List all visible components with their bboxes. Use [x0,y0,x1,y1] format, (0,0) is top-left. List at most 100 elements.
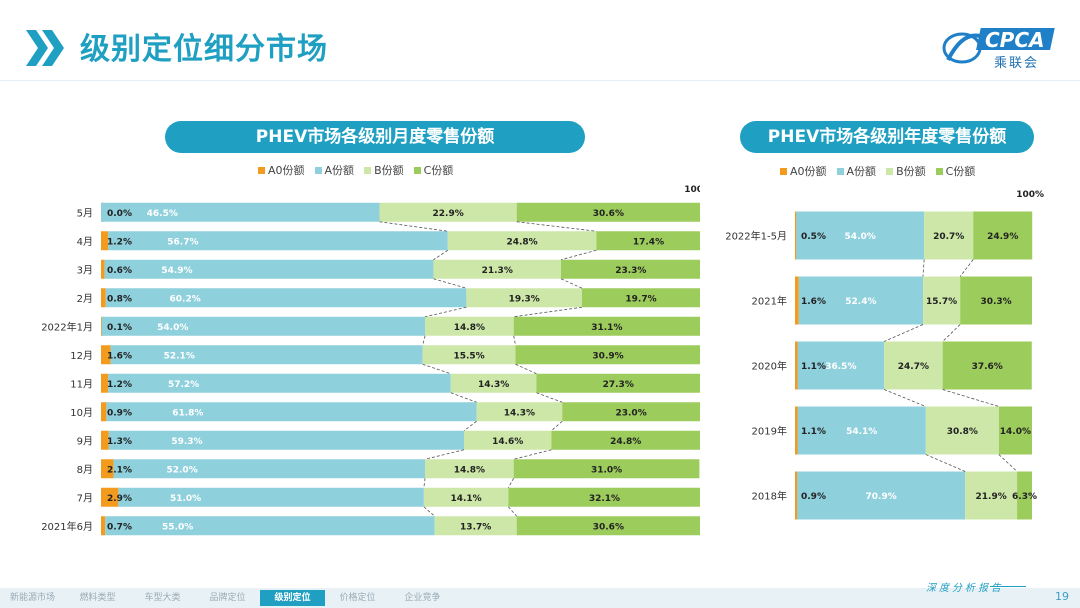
bar-segment-B份额 [476,402,563,422]
connector-line [513,306,583,318]
connector-line [560,249,597,261]
report-line [990,586,1026,587]
category-label: 2月 [77,293,93,305]
legend-swatch-0 [780,167,787,175]
nav-item-6[interactable]: 企业竞争 [404,593,441,603]
bar-segment-B份额 [423,487,509,507]
legend-item-0: A0份额 [258,162,305,178]
data-label: 24.7% [898,362,929,372]
monthly-share-chart: 100% 5月 0.0% 46.5% 22.9% 30.6% 4月 1.2% 56.7% 24.8… [41,185,700,536]
data-label: 14.3% [504,408,535,418]
connector-line [942,324,961,342]
bar-segment-A0份额 [101,231,109,251]
category-label: 2022年1月 [41,320,93,333]
bar-segment-C份额 [513,316,700,336]
data-label: 59.3% [171,437,202,447]
top-100-label: 100% [1016,190,1044,200]
bar-segment-A份额 [105,516,435,536]
bar-segment-A份额 [101,202,380,222]
data-label: 32.1% [589,494,620,504]
bar-segment-C份额 [581,288,700,308]
nav-item-4[interactable]: 级别定位 [260,590,325,606]
category-label: 9月 [77,435,93,447]
connector-line [433,249,449,261]
data-label: 24.8% [506,237,537,247]
data-label: 57.2% [168,380,199,390]
bar-segment-B份额 [433,259,562,279]
bar-segment-A份额 [118,487,424,507]
data-label: 24.8% [610,437,641,447]
monthly-chart-title: PHEV市场各级别月度零售份额 [165,121,585,153]
cpca-logo-icon [942,28,1055,64]
data-label: 51.0% [170,494,201,504]
bar-segment-B份额 [924,211,974,260]
bar-segment-A份额 [113,459,426,479]
connector-line [536,392,563,403]
data-label: 30.3% [980,297,1011,307]
bar-segment-A0份额 [795,341,798,390]
data-label: 19.3% [509,294,540,304]
data-label: 1.2% [107,380,132,390]
bar-segment-C份额 [513,459,700,479]
bar-segment-B份额 [425,459,514,479]
connector-line [925,454,966,472]
legend-swatch-2 [886,167,894,175]
bar-segment-B份额 [922,276,961,325]
legend-item-2: B份额 [886,163,926,179]
data-label: 15.7% [926,297,957,307]
connector-line [507,478,515,488]
bar-segment-C份额 [515,345,700,365]
bar-segment-A份额 [110,345,423,365]
connector-line [450,392,477,403]
connector-line [551,420,563,432]
bar-segment-B份额 [425,316,514,336]
data-label: 31.0% [591,465,622,475]
data-label: 0.0% [107,209,132,219]
nav-item-2[interactable]: 车型大类 [144,593,181,603]
data-label: 60.2% [170,294,201,304]
nav-item-1[interactable]: 燃料类型 [79,593,116,603]
data-label: 52.4% [845,297,876,307]
bar-segment-A份额 [105,288,467,308]
category-label: 2021年6月 [41,520,93,533]
legend-label-0: A0份额 [268,164,305,177]
data-label: 61.8% [172,408,203,418]
bar-segment-C份额 [998,406,1032,455]
bar-segment-C份额 [516,202,700,222]
bar-segment-A份额 [101,316,426,336]
category-label: 2020年 [752,360,787,373]
data-label: 14.6% [492,437,523,447]
bar-segment-B份额 [379,202,517,222]
report-label: 深度分析报告 [926,583,1004,594]
data-label: 1.6% [107,351,132,361]
data-label: 52.1% [164,351,195,361]
data-label: 37.6% [972,362,1003,372]
category-label: 11月 [70,378,93,390]
connector-line [424,449,465,460]
bar-segment-A份额 [797,341,885,390]
category-label: 7月 [77,492,93,504]
legend-item-3: C份额 [935,163,975,179]
legend-swatch-1 [836,167,844,175]
category-label: 3月 [77,264,93,276]
nav-item-5[interactable]: 价格定位 [339,593,376,603]
bar-segment-A份额 [796,211,925,260]
legend-label-2: B份额 [896,165,926,178]
bar-segment-A份额 [106,402,477,422]
data-label: 54.0% [157,323,188,333]
bar-segment-A0份额 [101,402,107,422]
connector-line [513,335,516,346]
data-label: 23.0% [615,408,646,418]
connector-line [959,259,974,277]
bar-segment-C份额 [596,231,700,251]
bar-segment-C份额 [536,373,700,393]
nav-item-0[interactable]: 新能源市场 [9,593,55,603]
connector-line [422,335,426,346]
bar-segment-C份额 [1017,471,1032,520]
data-label: 30.8% [947,427,978,437]
bar-segment-B份额 [965,471,1018,520]
nav-item-3[interactable]: 品牌定位 [209,593,246,603]
category-label: 2022年1-5月 [725,230,787,243]
data-label: 30.9% [592,351,623,361]
header-divider [0,80,1080,81]
